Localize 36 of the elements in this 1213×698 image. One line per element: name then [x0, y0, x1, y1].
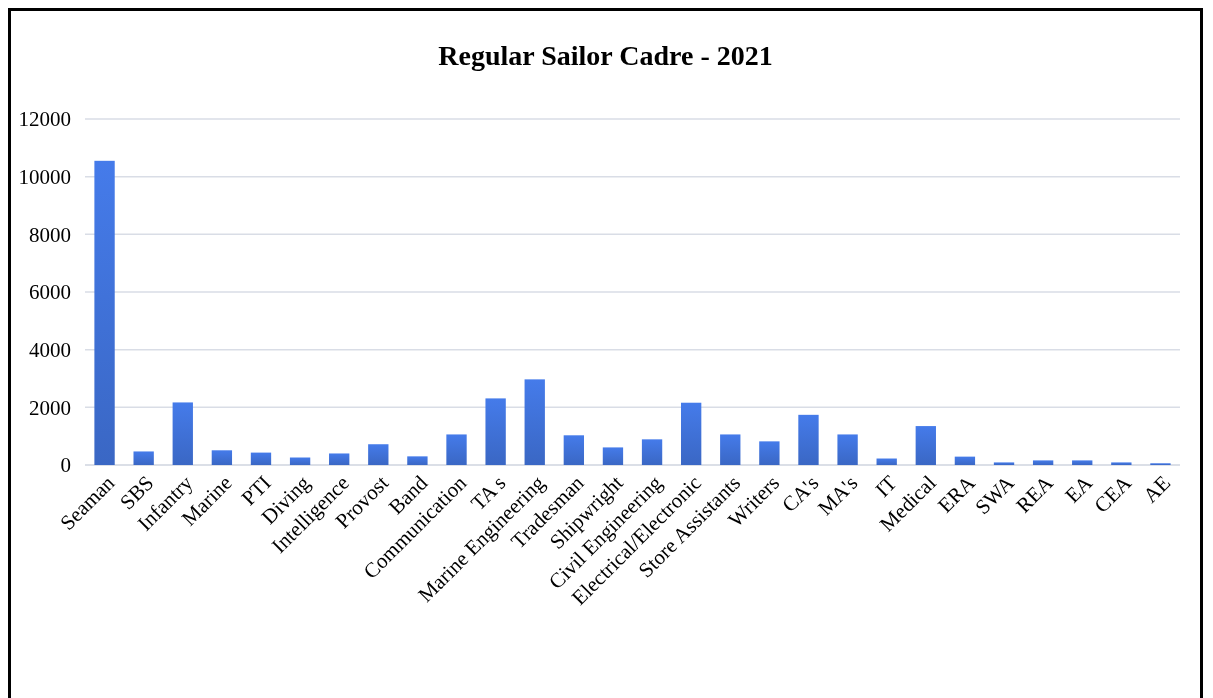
bar [211, 450, 233, 465]
y-tick-label: 4000 [29, 338, 71, 363]
chart-title: Regular Sailor Cadre - 2021 [438, 40, 773, 71]
bar [368, 444, 389, 465]
y-tick-label: 0 [60, 453, 71, 478]
bar [993, 462, 1015, 465]
bar [329, 453, 350, 465]
bar [446, 434, 467, 465]
y-tick-label: 2000 [29, 395, 71, 420]
bar [172, 402, 193, 465]
bar [954, 456, 976, 465]
bar [1072, 460, 1093, 465]
bar [837, 434, 858, 465]
bar [602, 447, 624, 465]
bar [915, 426, 936, 465]
bar [1032, 460, 1054, 465]
bar [289, 457, 311, 465]
y-tick-label: 12000 [18, 107, 71, 132]
bar [407, 456, 428, 465]
x-tick-label: AE [1138, 470, 1176, 508]
bar [485, 398, 506, 465]
y-tick-label: 10000 [18, 165, 71, 190]
bar [641, 439, 663, 465]
bar [798, 414, 819, 465]
bar [524, 379, 545, 465]
bar [759, 441, 780, 465]
bar [94, 160, 115, 465]
bar [720, 434, 741, 465]
bar [876, 458, 897, 465]
bar [250, 452, 272, 465]
y-tick-label: 8000 [29, 222, 71, 247]
bar [133, 451, 154, 465]
bar [680, 402, 702, 465]
y-tick-label: 6000 [29, 280, 71, 305]
bar [1111, 462, 1132, 465]
bar [563, 435, 585, 465]
